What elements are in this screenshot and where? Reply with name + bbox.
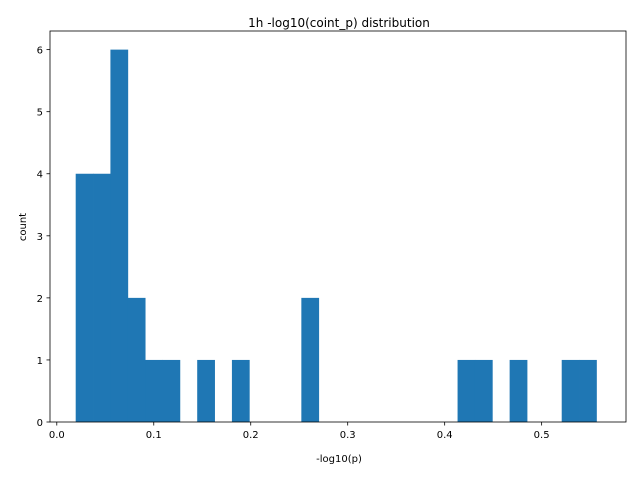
bars-group (75, 49, 597, 422)
histogram-bar (162, 359, 181, 422)
histogram-bar (457, 359, 476, 422)
chart-title: 1h -log10(coint_p) distribution (248, 16, 430, 30)
histogram-bar (75, 173, 94, 422)
y-tick-label: 1 (37, 356, 43, 367)
histogram-bar (474, 359, 493, 422)
x-axis: 0.0 0.1 0.2 0.3 0.4 0.5 (49, 422, 550, 441)
plot-frame (49, 30, 627, 423)
histogram-bar (93, 173, 111, 422)
y-tick-label: 4 (37, 170, 43, 181)
y-axis: 0 1 2 3 4 5 6 (37, 46, 50, 429)
x-tick-label: 0.3 (340, 430, 356, 441)
y-tick-label: 0 (37, 418, 43, 429)
x-axis-label: -log10(p) (316, 454, 362, 465)
y-tick-label: 2 (37, 294, 43, 305)
histogram-bar (127, 297, 146, 422)
histogram-bar (197, 359, 215, 422)
histogram-bar (110, 49, 129, 422)
histogram-bar (509, 359, 528, 422)
y-axis-label: count (18, 213, 29, 241)
histogram-bar (301, 297, 320, 422)
histogram-bar (231, 359, 250, 422)
histogram-bar (579, 359, 597, 422)
x-tick-label: 0.5 (534, 430, 550, 441)
histogram-bar (561, 359, 580, 422)
x-tick-label: 0.2 (243, 430, 259, 441)
x-tick-label: 0.1 (146, 430, 162, 441)
y-tick-label: 6 (37, 46, 43, 57)
x-tick-label: 0.0 (49, 430, 65, 441)
y-tick-label: 3 (37, 232, 43, 243)
x-tick-label: 0.4 (437, 430, 453, 441)
histogram-bar (145, 359, 163, 422)
y-tick-label: 5 (37, 108, 43, 119)
